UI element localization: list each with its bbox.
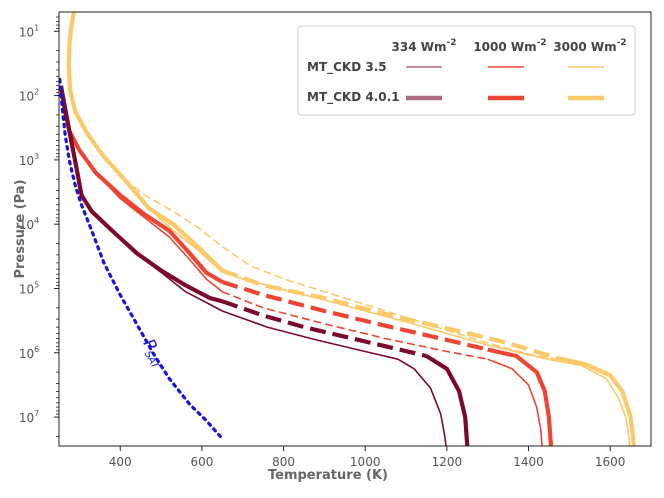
legend-col-1000: 1000 Wm-2 [473, 38, 546, 54]
y-tick-label-0: 101 [19, 23, 39, 39]
series-2-segment-1 [222, 290, 488, 360]
legend-row-mtckd35: MT_CKD 3.5 [307, 60, 387, 75]
series-0-segment-5 [556, 360, 631, 446]
psat-annotation: PSAT [137, 336, 171, 372]
series-0-segment-0 [68, 12, 125, 180]
psat-subscript: SAT [142, 349, 161, 371]
plot-frame [58, 11, 652, 447]
x-tick-label-3: 1000 [350, 455, 381, 469]
series-0-segment-2 [123, 178, 223, 248]
y-axis: 101 102 103 104 105 106 107 [19, 16, 59, 437]
series-5-segment-0 [59, 85, 223, 304]
y-tick-label-3: 104 [19, 216, 39, 232]
series-3-segment-2 [487, 347, 554, 446]
legend-col-334: 334 Wm-2 [392, 38, 457, 54]
y-tick-label-2: 103 [19, 152, 39, 168]
y-axis-label: Pressure (Pa) [13, 179, 28, 278]
series-5-segment-1 [221, 299, 427, 359]
series-3-segment-0 [59, 85, 224, 284]
series-0-segment-3 [221, 246, 558, 360]
legend-row-mtckd401: MT_CKD 4.0.1 [307, 90, 400, 105]
legend: 334 Wm-2 1000 Wm-2 3000 Wm-2 MT_CKD 3.5 … [297, 25, 636, 116]
svg-text:PSAT: PSAT [137, 336, 171, 372]
x-tick-label-4: 1200 [432, 455, 463, 469]
series-0-segment-4 [222, 271, 558, 362]
series-4-segment-1 [222, 310, 447, 446]
x-tick-label-1: 600 [190, 455, 213, 469]
curves-layer [59, 12, 636, 446]
series-5-segment-2 [425, 354, 470, 446]
x-tick-label-5: 1400 [513, 455, 544, 469]
series-1-segment-2 [221, 268, 558, 360]
x-axis: 400 600 800 1000 1200 1400 1600 [109, 446, 626, 469]
legend-col-3000: 3000 Wm-2 [553, 38, 626, 54]
series-6-segment-0 [59, 77, 222, 438]
x-tick-label-0: 400 [109, 455, 132, 469]
x-tick-label-6: 1600 [595, 455, 626, 469]
legend-box [297, 25, 636, 116]
series-3-segment-1 [221, 279, 489, 352]
y-tick-label-4: 105 [19, 280, 39, 296]
series-1-segment-0 [66, 12, 126, 181]
y-tick-label-6: 107 [19, 409, 39, 425]
x-tick-label-2: 800 [272, 455, 295, 469]
series-1-segment-3 [556, 355, 636, 446]
y-tick-label-1: 102 [19, 88, 39, 104]
y-tick-label-5: 106 [19, 345, 39, 361]
series-2-segment-2 [487, 358, 543, 446]
series-1-segment-1 [122, 177, 224, 273]
x-axis-label: Temperature (K) [268, 468, 388, 483]
